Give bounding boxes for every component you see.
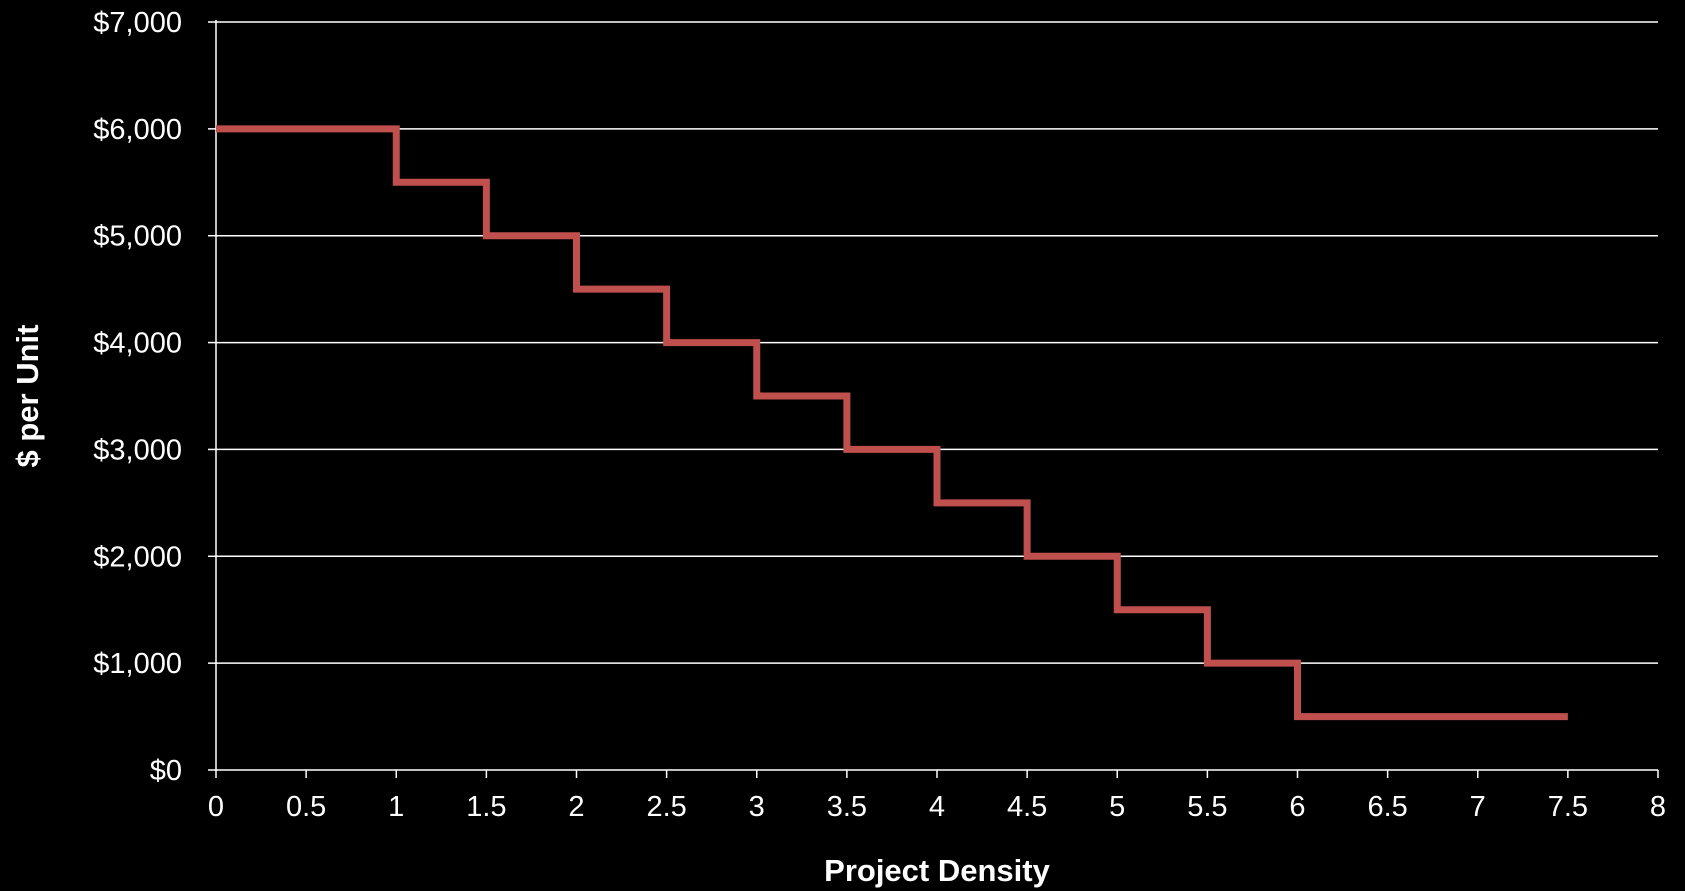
x-tick-label: 3 xyxy=(749,791,765,823)
y-tick-label: $0 xyxy=(150,755,182,787)
x-tick-label: 5 xyxy=(1109,791,1125,823)
y-tick-label: $1,000 xyxy=(93,648,182,680)
x-tick-label: 6.5 xyxy=(1367,791,1407,823)
tick-labels: $0 $1,000 $2,000 $3,000 $4,000 $5,000 $6,000 $7… xyxy=(93,7,1666,823)
x-tick-label: 4.5 xyxy=(1007,791,1047,823)
x-axis-title: Project Density xyxy=(824,853,1050,888)
x-tick-label: 8 xyxy=(1650,791,1666,823)
x-tick-label: 3.5 xyxy=(827,791,867,823)
y-tick-label: $6,000 xyxy=(93,114,182,146)
y-tick-label: $7,000 xyxy=(93,7,182,39)
x-tick-label: 1.5 xyxy=(466,791,506,823)
x-tick-label: 2 xyxy=(568,791,584,823)
y-tick-label: $5,000 xyxy=(93,221,182,253)
x-tick-label: 0 xyxy=(208,791,224,823)
x-tick-label: 7 xyxy=(1470,791,1486,823)
series-line xyxy=(216,125,1568,721)
x-tick-label: 1 xyxy=(388,791,404,823)
y-tick-label: $2,000 xyxy=(93,541,182,573)
x-tick-label: 2.5 xyxy=(646,791,686,823)
x-tick-label: 7.5 xyxy=(1548,791,1588,823)
gridlines xyxy=(216,21,1658,664)
y-tick-label: $3,000 xyxy=(93,434,182,466)
axes xyxy=(208,20,1659,778)
x-tick-label: 0.5 xyxy=(286,791,326,823)
y-tick-label: $4,000 xyxy=(93,328,182,360)
series-layer xyxy=(216,125,1568,721)
x-tick-label: 5.5 xyxy=(1187,791,1227,823)
x-tick-label: 6 xyxy=(1289,791,1305,823)
y-axis-title: $ per Unit xyxy=(10,325,45,468)
x-tick-label: 4 xyxy=(929,791,945,823)
